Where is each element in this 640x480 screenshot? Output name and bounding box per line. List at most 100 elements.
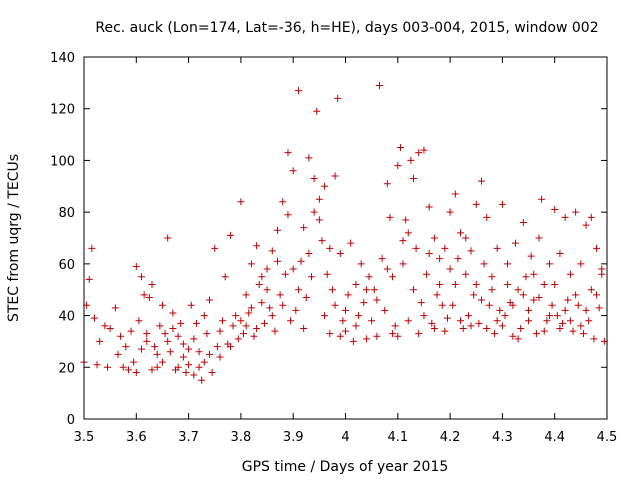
data-point: [156, 322, 164, 330]
data-point: [407, 156, 415, 164]
data-point: [289, 265, 297, 273]
data-point: [451, 190, 459, 198]
data-point: [504, 281, 512, 289]
data-point: [475, 319, 483, 327]
y-tick-label: 100: [50, 154, 75, 169]
data-point: [433, 291, 441, 299]
data-point: [551, 206, 559, 214]
data-point: [509, 301, 517, 309]
data-point: [237, 198, 245, 206]
data-point: [441, 244, 449, 252]
data-point: [517, 325, 525, 332]
data-point: [226, 231, 234, 239]
data-point: [446, 265, 454, 273]
data-point: [428, 319, 436, 327]
data-point: [190, 335, 198, 343]
data-point: [362, 335, 370, 343]
data-point: [182, 368, 190, 376]
data-point: [148, 281, 156, 289]
data-point: [226, 343, 234, 351]
data-point: [294, 87, 302, 95]
data-point: [96, 337, 104, 345]
data-point: [143, 337, 151, 345]
data-point: [305, 250, 313, 258]
data-point: [569, 327, 577, 335]
data-point: [203, 330, 211, 338]
data-point: [498, 322, 506, 330]
data-point: [535, 293, 543, 301]
y-tick-labels: 0 20 40 60 80 100 120 140: [50, 51, 75, 428]
data-point: [527, 252, 535, 260]
data-point: [545, 260, 553, 268]
data-point: [391, 322, 399, 330]
data-point: [331, 172, 339, 180]
data-point: [342, 306, 349, 314]
data-point: [443, 314, 451, 322]
data-point: [511, 239, 519, 247]
data-point: [190, 371, 198, 379]
data-point: [496, 306, 504, 314]
y-tick-label: 20: [58, 361, 75, 376]
data-point: [373, 296, 381, 304]
y-axis-label: STEC from uqrg / TECUs: [6, 154, 22, 322]
data-point: [117, 332, 125, 340]
data-point: [271, 327, 279, 335]
data-point: [370, 286, 378, 294]
data-point: [579, 330, 587, 338]
data-point: [310, 208, 318, 216]
data-point: [328, 286, 336, 294]
data-point: [404, 229, 412, 237]
y-tick-label: 140: [50, 51, 75, 66]
data-point: [276, 291, 284, 299]
data-point: [274, 226, 282, 234]
data-point: [344, 291, 352, 299]
data-point: [566, 317, 574, 325]
data-point: [566, 270, 574, 278]
data-point: [488, 273, 496, 281]
data-point: [153, 363, 161, 371]
y-tick-label: 40: [58, 310, 75, 325]
data-point: [164, 337, 172, 345]
data-point: [192, 319, 200, 327]
data-point: [240, 330, 248, 338]
data-point: [383, 180, 391, 188]
data-point: [501, 312, 509, 320]
data-point: [308, 273, 316, 281]
data-point: [577, 260, 585, 268]
data-point: [457, 317, 465, 325]
data-point: [143, 330, 151, 338]
data-point: [253, 325, 261, 332]
x-tick-label: 4.2: [440, 430, 461, 445]
data-point: [234, 335, 242, 343]
data-point: [509, 332, 517, 340]
data-point: [177, 319, 185, 327]
data-point: [263, 265, 271, 273]
data-point: [454, 255, 462, 263]
data-point: [415, 149, 423, 157]
data-point: [247, 304, 255, 312]
data-point: [522, 273, 530, 281]
data-point: [462, 234, 470, 242]
data-point: [389, 273, 397, 281]
data-point: [561, 213, 569, 221]
data-point: [260, 319, 268, 327]
data-point: [339, 317, 347, 325]
data-point: [493, 244, 501, 252]
x-tick-label: 3.7: [178, 430, 199, 445]
data-point: [187, 301, 195, 309]
data-point: [540, 281, 548, 289]
data-point: [179, 340, 187, 348]
x-tick-label: 3.9: [283, 430, 304, 445]
data-point: [357, 260, 365, 268]
x-axis-label: GPS time / Days of year 2015: [242, 459, 449, 475]
data-point: [491, 330, 499, 338]
data-point: [543, 317, 551, 325]
data-point: [436, 255, 444, 263]
x-tick-label: 4.4: [544, 430, 565, 445]
x-tick-label: 4.5: [597, 430, 618, 445]
data-point: [535, 234, 543, 242]
data-point: [548, 301, 556, 309]
data-point: [347, 239, 355, 247]
data-point: [394, 332, 402, 340]
